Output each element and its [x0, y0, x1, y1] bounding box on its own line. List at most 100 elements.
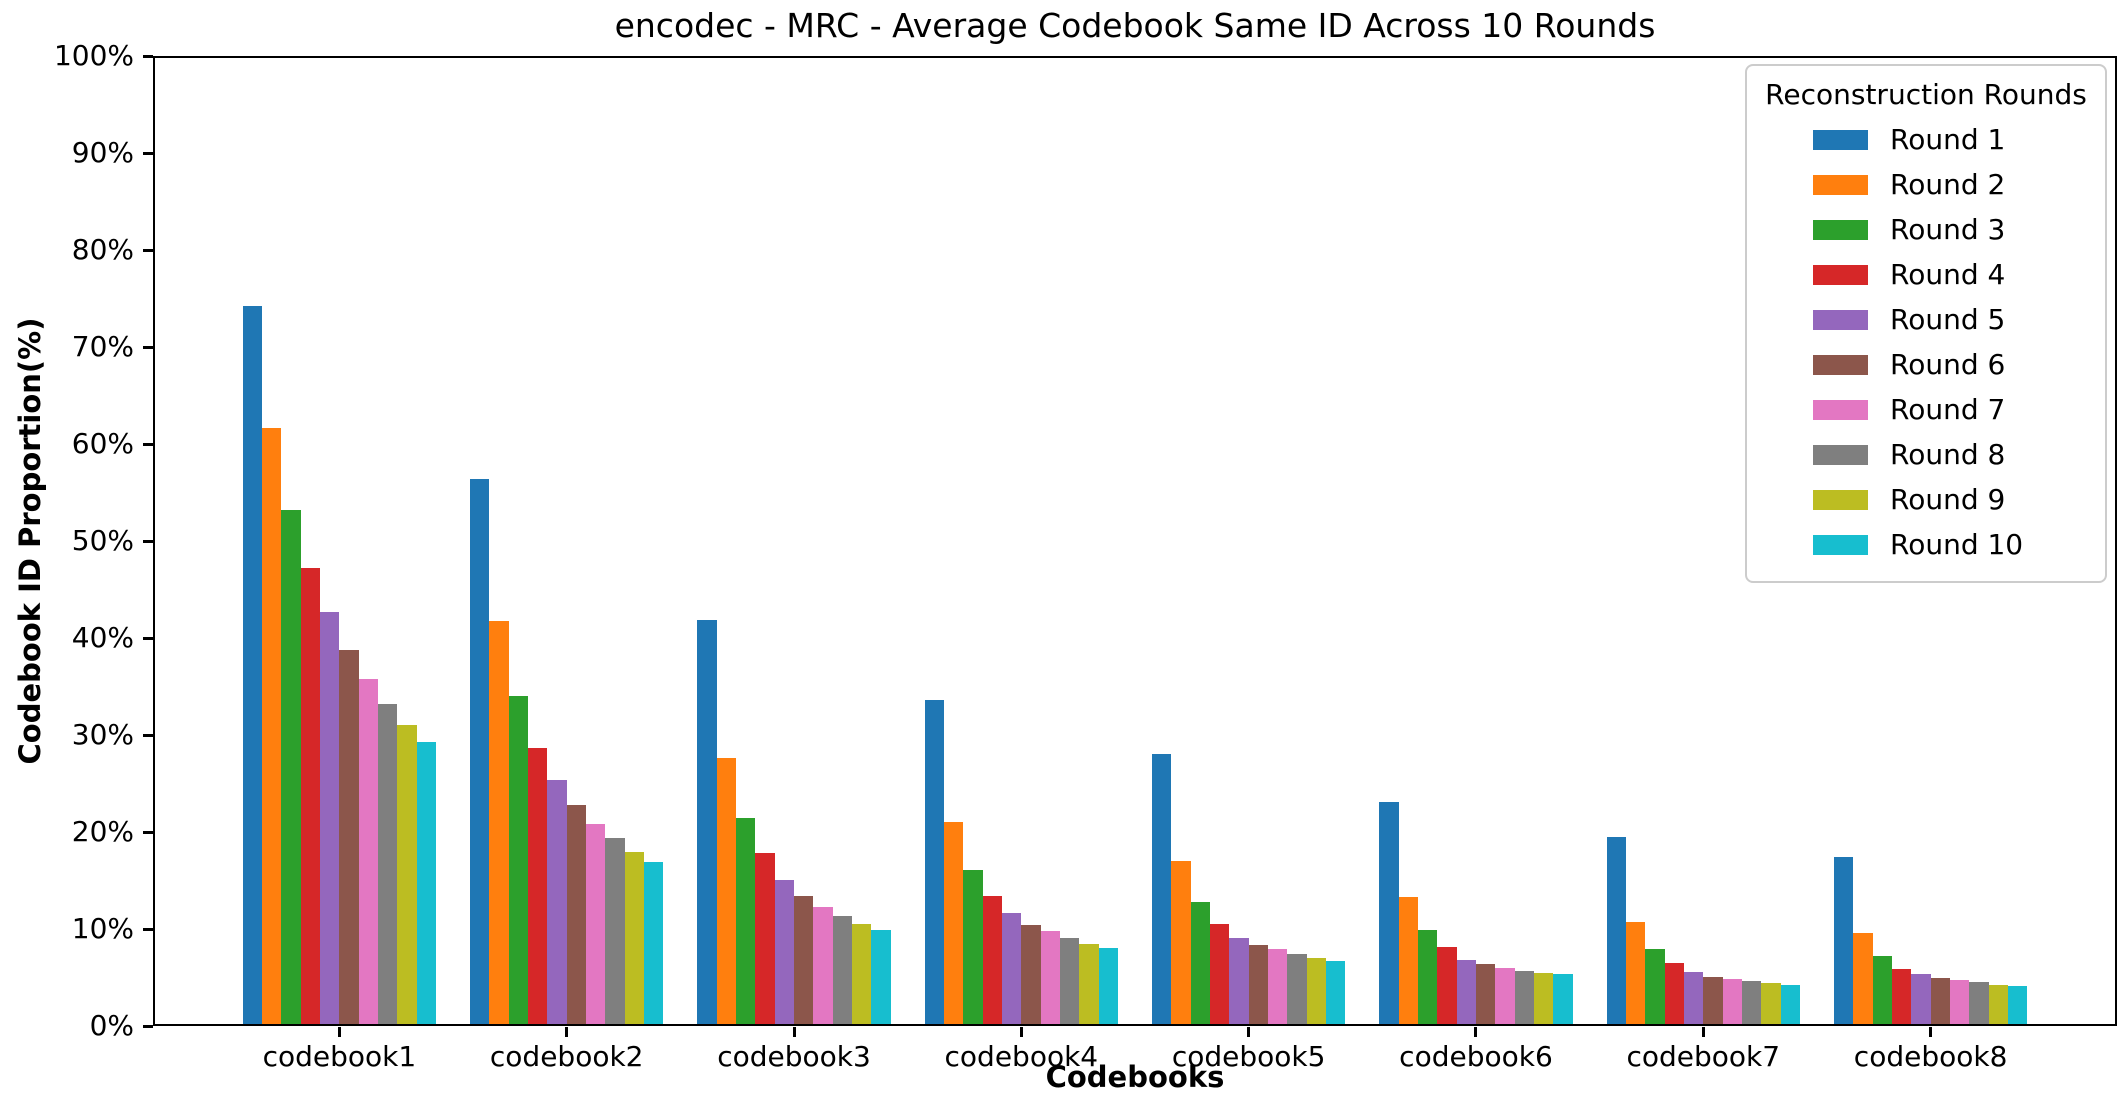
y-tick-label-10: 10% — [71, 912, 134, 945]
legend-row-round-9: Round 9 — [1755, 477, 2097, 522]
bar-codebook1-round-6 — [339, 649, 359, 1026]
bar-codebook5-round-6 — [1248, 944, 1269, 1026]
legend-swatch-icon — [1813, 534, 1868, 555]
bar-codebook1-round-8 — [378, 703, 398, 1026]
bar-codebook1-round-5 — [320, 611, 340, 1026]
bar-codebook5-round-9 — [1306, 958, 1326, 1026]
y-tick-mark-30 — [143, 733, 153, 737]
bar-codebook5-round-7 — [1268, 949, 1288, 1026]
bar-codebook8-round-6 — [1930, 978, 1950, 1026]
x-tick-label-codebook4: codebook4 — [944, 1040, 1099, 1073]
legend-label: Round 6 — [1890, 348, 2006, 381]
legend-label: Round 9 — [1890, 483, 2006, 516]
bar-codebook2-round-10 — [644, 862, 664, 1026]
bar-group-codebook2 — [470, 56, 664, 1026]
y-tick-mark-20 — [143, 830, 153, 834]
y-tick-mark-100 — [143, 54, 153, 58]
bar-codebook8-round-2 — [1853, 932, 1873, 1026]
y-tick-label-20: 20% — [71, 815, 134, 848]
bar-codebook3-round-5 — [774, 879, 795, 1026]
bar-codebook5-round-3 — [1190, 901, 1211, 1026]
bar-codebook3-round-7 — [813, 906, 833, 1026]
legend-swatch-icon — [1813, 174, 1868, 195]
x-tick-mark-codebook1 — [337, 1027, 341, 1037]
x-tick-mark-codebook5 — [1247, 1027, 1251, 1037]
bar-codebook7-round-1 — [1606, 836, 1626, 1026]
legend-label: Round 10 — [1890, 528, 2024, 561]
bar-codebook7-round-6 — [1703, 976, 1723, 1026]
bar-codebook4-round-7 — [1040, 930, 1061, 1026]
bar-codebook6-round-2 — [1398, 897, 1419, 1026]
legend-row-round-7: Round 7 — [1755, 387, 2097, 432]
bar-group-codebook8 — [1833, 56, 2028, 1026]
bar-codebook6-round-3 — [1418, 929, 1438, 1026]
legend-title: Reconstruction Rounds — [1765, 78, 2087, 111]
bar-codebook7-round-10 — [1780, 985, 1800, 1026]
bar-codebook7-round-7 — [1722, 979, 1742, 1026]
legend-row-round-2: Round 2 — [1755, 162, 2097, 207]
bar-codebook7-round-5 — [1683, 971, 1704, 1026]
legend-label: Round 3 — [1890, 213, 2006, 246]
legend-swatch-icon — [1813, 444, 1868, 465]
bar-codebook5-round-2 — [1171, 861, 1191, 1026]
bar-codebook3-round-10 — [871, 929, 891, 1026]
legend-row-round-1: Round 1 — [1755, 117, 2097, 162]
x-tick-label-codebook1: codebook1 — [262, 1040, 417, 1073]
bar-codebook1-round-2 — [262, 428, 282, 1026]
bar-codebook2-round-4 — [528, 747, 548, 1026]
legend: Reconstruction Rounds Round 1 Round 2 Roun… — [1745, 64, 2107, 583]
y-tick-mark-0 — [143, 1024, 153, 1028]
bar-codebook4-round-8 — [1060, 937, 1080, 1026]
bar-codebook5-round-4 — [1210, 924, 1230, 1026]
bar-codebook5-round-5 — [1229, 937, 1249, 1026]
x-tick-mark-codebook3 — [792, 1027, 796, 1037]
legend-label: Round 8 — [1890, 438, 2006, 471]
bar-codebook5-round-10 — [1326, 961, 1346, 1026]
legend-swatch-icon — [1813, 219, 1868, 240]
bar-codebook4-round-2 — [944, 822, 964, 1026]
x-tick-mark-codebook4 — [1019, 1027, 1023, 1037]
bar-codebook8-round-7 — [1949, 980, 1970, 1026]
bar-codebook7-round-3 — [1645, 949, 1665, 1026]
legend-rows: Round 1 Round 2 Round 3 Round 4 Round 5 Round… — [1755, 117, 2097, 567]
bar-codebook2-round-8 — [605, 837, 625, 1026]
bar-codebook2-round-6 — [566, 804, 587, 1026]
bar-codebook8-round-4 — [1891, 968, 1912, 1026]
x-tick-label-codebook8: codebook8 — [1853, 1040, 2008, 1073]
y-tick-label-40: 40% — [71, 621, 134, 654]
plot-area — [153, 56, 2117, 1026]
bar-codebook8-round-5 — [1911, 973, 1931, 1026]
legend-swatch-icon — [1813, 399, 1868, 420]
y-tick-mark-80 — [143, 248, 153, 252]
bar-group-codebook1 — [242, 56, 437, 1026]
bar-codebook2-round-5 — [547, 779, 567, 1026]
bar-codebook6-round-9 — [1533, 972, 1554, 1026]
bar-codebook8-round-10 — [2007, 986, 2028, 1026]
x-tick-mark-codebook7 — [1701, 1027, 1705, 1037]
y-tick-mark-90 — [143, 151, 153, 155]
x-tick-mark-codebook2 — [565, 1027, 569, 1037]
legend-label: Round 1 — [1890, 123, 2006, 156]
bar-codebook6-round-4 — [1437, 947, 1457, 1026]
bar-codebook4-round-6 — [1021, 925, 1041, 1026]
bar-codebook3-round-2 — [716, 758, 737, 1026]
bar-codebook7-round-8 — [1741, 981, 1762, 1026]
x-tick-mark-codebook8 — [1929, 1027, 1933, 1037]
bar-codebook4-round-4 — [982, 896, 1003, 1026]
x-tick-label-codebook5: codebook5 — [1171, 1040, 1326, 1073]
x-tick-label-codebook6: codebook6 — [1399, 1040, 1553, 1073]
bar-codebook5-round-1 — [1152, 754, 1172, 1026]
bar-codebook2-round-9 — [624, 852, 645, 1026]
bar-codebook1-round-1 — [242, 306, 263, 1026]
bar-codebook6-round-6 — [1476, 963, 1496, 1026]
bar-group-codebook4 — [924, 56, 1118, 1026]
bar-codebook2-round-2 — [489, 620, 509, 1026]
bar-codebook2-round-3 — [508, 696, 529, 1026]
legend-swatch-icon — [1813, 489, 1868, 510]
x-tick-label-codebook2: codebook2 — [489, 1040, 644, 1073]
bar-codebook6-round-5 — [1456, 960, 1476, 1026]
bar-codebook1-round-4 — [300, 568, 321, 1026]
bar-codebook8-round-3 — [1872, 956, 1892, 1026]
y-tick-label-50: 50% — [71, 524, 134, 557]
